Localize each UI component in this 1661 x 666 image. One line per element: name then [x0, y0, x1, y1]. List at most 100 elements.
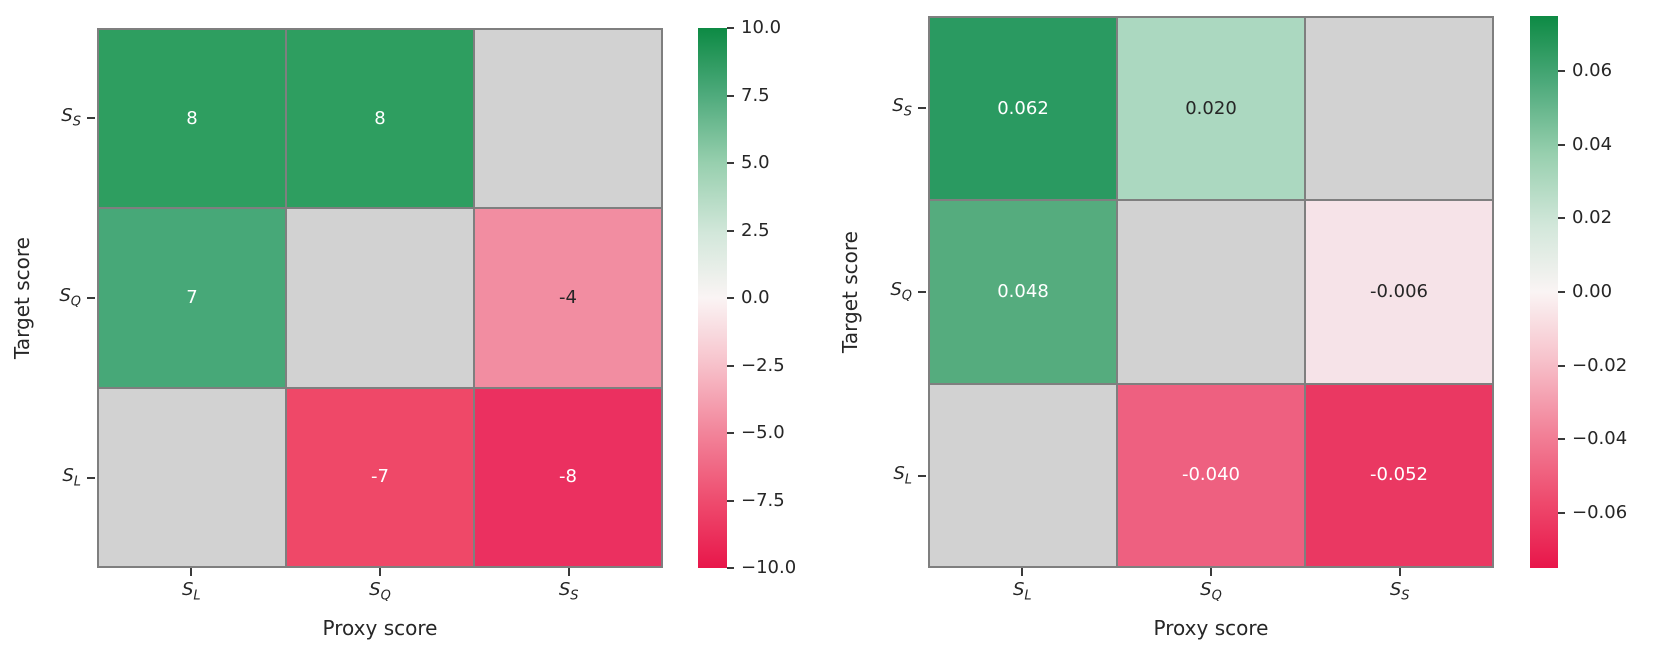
- colorbar-tick-mark: [727, 432, 734, 434]
- tick-base: S: [1389, 579, 1402, 600]
- x-axis-title: Proxy score: [322, 616, 438, 640]
- tick-base: S: [890, 279, 902, 301]
- colorbar-tick-mark: [1558, 70, 1565, 73]
- heatmap-cell: -0.006: [1306, 201, 1492, 383]
- cell-annotation: -0.052: [1369, 464, 1429, 486]
- colorbar-tick-mark: [727, 27, 734, 29]
- x-tick-mark: [567, 568, 570, 576]
- y-tick-mark: [918, 291, 926, 293]
- colorbar-tick-label: 0.06: [1572, 60, 1613, 82]
- tick-base: S: [59, 285, 71, 307]
- cell-annotation: 0.062: [997, 97, 1049, 119]
- heatmap-cell: -0.040: [1118, 384, 1304, 566]
- y-axis-ticklabels: SS SQ SL: [7, 28, 95, 568]
- tick-sub: S: [903, 104, 912, 120]
- x-tick-label: SQ: [1200, 581, 1222, 603]
- heatmap-figure-left: Target score SS SQ SL 8 8 7 -4 -7 -8 SL SQ SS Pro…: [0, 0, 830, 666]
- colorbar-tick: 10.0: [727, 19, 781, 37]
- cell-annotation: 8: [186, 107, 198, 129]
- colorbar-ticks: 10.0 7.5 5.0 2.5 0.0 −2.5 −5.0 −7.5 −10.0: [727, 19, 817, 577]
- x-tick-label: SL: [182, 581, 201, 603]
- x-tick: SS: [1305, 568, 1494, 603]
- y-tick-label: SQ: [59, 287, 81, 309]
- colorbar-tick: −0.02: [1558, 354, 1628, 376]
- x-tick-label: SL: [1013, 581, 1032, 603]
- colorbar-tick-label: 2.5: [741, 219, 770, 241]
- heatmap-cell: [475, 30, 661, 208]
- x-tick-label: SS: [559, 581, 579, 603]
- colorbar-gradient: [698, 28, 727, 568]
- y-tick-label: SS: [61, 107, 81, 129]
- colorbar-tick-label: 7.5: [741, 84, 770, 106]
- tick-base: S: [1200, 579, 1212, 600]
- colorbar-tick-mark: [1558, 217, 1565, 220]
- y-tick: SQ: [7, 208, 95, 388]
- colorbar-tick-mark: [727, 94, 734, 97]
- tick-base: S: [558, 579, 571, 600]
- heatmap-cell: 8: [287, 30, 473, 208]
- colorbar-tick-label: −10.0: [741, 557, 797, 578]
- heatmap-cell: [1118, 201, 1304, 383]
- y-tick-label: SL: [62, 467, 81, 489]
- tick-sub: L: [193, 588, 201, 604]
- x-tick: SL: [928, 568, 1117, 603]
- heatmap-grid: 0.062 0.020 0.048 -0.006 -0.040 -0.052: [928, 16, 1494, 568]
- heatmap-cell: -0.052: [1306, 384, 1492, 566]
- colorbar-tick: −2.5: [727, 354, 785, 376]
- colorbar-tick-label: −2.5: [741, 354, 785, 376]
- colorbar-tick-label: −0.06: [1572, 501, 1628, 523]
- tick-sub: L: [904, 472, 912, 488]
- colorbar: 0.06 0.04 0.02 0.00 −0.02 −0.04 −0.06: [1530, 16, 1627, 568]
- x-axis-ticklabels: SL SQ SS: [928, 568, 1494, 603]
- tick-base: S: [61, 105, 73, 127]
- colorbar-tick-label: 5.0: [741, 152, 770, 173]
- x-tick-mark: [1398, 568, 1401, 576]
- colorbar-ticks: 0.06 0.04 0.02 0.00 −0.02 −0.04 −0.06: [1558, 16, 1648, 568]
- colorbar-tick-mark: [1558, 291, 1565, 293]
- heatmap-cell: 7: [99, 209, 285, 387]
- tick-sub: Q: [901, 288, 912, 304]
- x-tick: SS: [474, 568, 663, 603]
- colorbar-tick-mark: [1558, 143, 1565, 146]
- colorbar-tick-mark: [1558, 438, 1565, 441]
- colorbar-tick-label: −0.02: [1572, 354, 1628, 376]
- colorbar-tick-label: 0.04: [1572, 133, 1613, 155]
- colorbar-tick-label: −5.0: [741, 422, 785, 443]
- cell-annotation: -0.006: [1369, 280, 1429, 302]
- heatmap-cell: 0.062: [930, 18, 1116, 200]
- x-axis-ticklabels: SL SQ SS: [97, 568, 663, 603]
- x-tick-mark: [1210, 568, 1212, 576]
- colorbar-tick: −0.04: [1558, 430, 1627, 448]
- colorbar-gradient: [1530, 16, 1558, 568]
- tick-sub: S: [72, 114, 81, 130]
- tick-base: S: [893, 463, 905, 485]
- heatmap-cell: [1306, 18, 1492, 200]
- tick-base: S: [369, 579, 381, 600]
- heatmap-grid: 8 8 7 -4 -7 -8: [97, 28, 663, 568]
- colorbar-tick-mark: [727, 297, 734, 299]
- heatmap-cell: 0.020: [1118, 18, 1304, 200]
- colorbar-tick: 0.02: [1558, 209, 1612, 227]
- tick-sub: Q: [1211, 588, 1222, 604]
- y-tick: SS: [7, 28, 95, 208]
- cell-annotation: -7: [371, 466, 389, 488]
- cell-annotation: 8: [374, 107, 386, 129]
- tick-sub: S: [570, 588, 579, 604]
- colorbar-tick-mark: [727, 162, 734, 164]
- colorbar-tick-mark: [1558, 511, 1565, 514]
- cell-annotation: 7: [186, 286, 198, 308]
- x-tick-mark: [1021, 568, 1024, 576]
- x-axis-title: Proxy score: [1153, 616, 1269, 640]
- colorbar-tick-label: −7.5: [741, 489, 785, 511]
- colorbar-tick: −0.06: [1558, 501, 1628, 523]
- colorbar-tick: −5.0: [727, 424, 785, 442]
- colorbar-tick-label: 0.02: [1572, 207, 1613, 229]
- y-tick-mark: [918, 475, 926, 477]
- colorbar-tick-label: 0.00: [1572, 281, 1613, 302]
- x-tick-mark: [379, 568, 381, 576]
- heatmap-cell: 0.048: [930, 201, 1116, 383]
- cell-annotation: -0.040: [1181, 464, 1241, 486]
- heatmap-cell: [930, 384, 1116, 566]
- colorbar-tick: −7.5: [727, 489, 785, 511]
